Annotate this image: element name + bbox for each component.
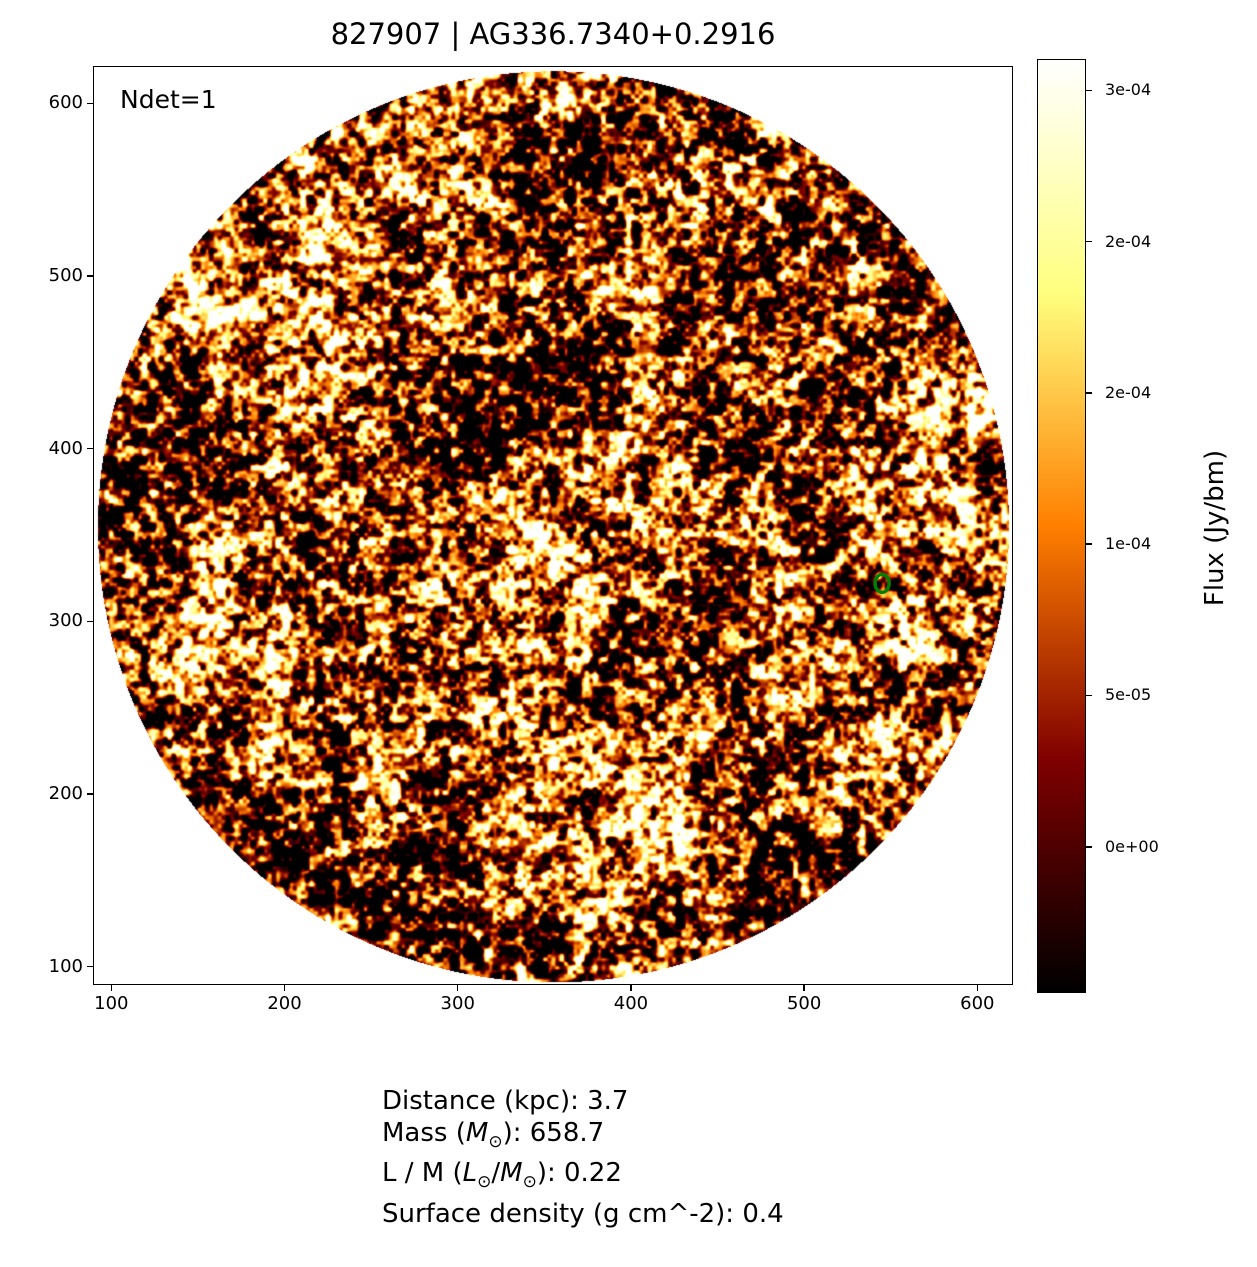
x-tick-label: 500 [786,993,822,1014]
colorbar-tick-mark [1086,392,1092,394]
y-tick-label: 200 [48,783,83,805]
sun-symbol: ⊙ [477,1172,492,1193]
mass-prefix: Mass ( [382,1117,466,1148]
colorbar-tick-mark [1086,694,1092,697]
colorbar-label: Flux (Jy/bm) [1200,449,1230,607]
source-ellipse-marker [873,572,891,595]
overlay [873,572,891,595]
colorbar-gradient [1038,60,1085,992]
sun-symbol: ⊙ [488,1131,503,1152]
colorbar-tick-label: 1e-04 [1105,534,1152,554]
colorbar-tick-mark [1086,240,1092,243]
sun-symbol: ⊙ [522,1172,537,1193]
colorbar-tick-mark [1086,846,1092,848]
mass-symbol: M [465,1117,489,1148]
y-tick-label: 500 [48,264,83,286]
distance-line: Distance (kpc): 3.7 [382,1086,629,1116]
colorbar-tick-label: 5e-05 [1105,685,1152,705]
colorbar-tick-mark [1086,543,1092,545]
x-tick-mark [456,985,459,991]
y-tick-mark [87,793,93,795]
flux-map [94,67,1012,984]
mass-value: ): 658.7 [502,1117,605,1148]
x-tick-label: 300 [440,993,475,1014]
ndet-annotation: Ndet=1 [120,85,217,114]
y-tick-mark [87,275,93,277]
y-tick-mark [87,102,93,104]
x-tick-label: 100 [94,993,129,1014]
colorbar-tick-label: 2e-04 [1105,382,1152,402]
plot-area: Ndet=1 [93,66,1013,985]
colorbar-tick-label: 2e-04 [1105,231,1152,251]
y-tick-label: 600 [48,92,83,114]
mass-line: Mass (M⊙): 658.7 [382,1118,784,1159]
y-tick-label: 100 [48,955,83,977]
x-tick-mark [803,985,805,991]
info-text: Distance (kpc): 3.7 Mass (M⊙): 658.7 L /… [382,1086,784,1230]
lm-prefix: L / M ( [382,1158,463,1189]
chart-title: 827907 | AG336.7340+0.2916 [330,17,776,51]
colorbar-tick-label: 3e-04 [1105,80,1152,100]
y-tick-mark [87,620,93,623]
y-tick-label: 400 [48,437,83,459]
x-tick-mark [976,985,979,991]
x-tick-mark [283,985,286,991]
y-tick-mark [87,965,93,968]
colorbar-tick-mark [1086,89,1092,91]
y-tick-label: 300 [48,610,83,632]
x-tick-label: 600 [960,993,995,1014]
surface-density-line: Surface density (g cm^-2): 0.4 [382,1198,784,1229]
lm-line: L / M (L⊙/M⊙): 0.22 [382,1158,622,1193]
x-tick-mark [110,985,113,991]
colorbar [1037,59,1086,993]
y-tick-mark [87,447,93,450]
x-tick-mark [630,985,632,991]
x-tick-label: 200 [267,993,302,1014]
l-symbol: L [462,1158,478,1189]
x-tick-label: 400 [613,993,649,1014]
m-symbol: M [500,1158,523,1189]
colorbar-tick-label: 0e+00 [1105,836,1159,856]
lm-value: ): 0.22 [536,1158,622,1189]
